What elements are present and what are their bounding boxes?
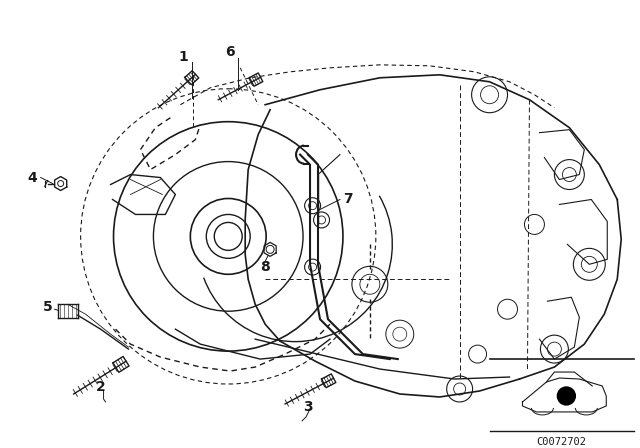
Text: 4: 4 [28, 171, 38, 185]
Text: 5: 5 [43, 300, 52, 314]
Text: C0072702: C0072702 [536, 437, 586, 447]
Text: 8: 8 [260, 260, 270, 274]
Text: 6: 6 [225, 45, 235, 59]
Text: 3: 3 [303, 400, 313, 414]
Text: 1: 1 [179, 50, 188, 64]
Text: 2: 2 [96, 380, 106, 394]
Text: 7: 7 [343, 193, 353, 207]
Circle shape [557, 387, 575, 405]
